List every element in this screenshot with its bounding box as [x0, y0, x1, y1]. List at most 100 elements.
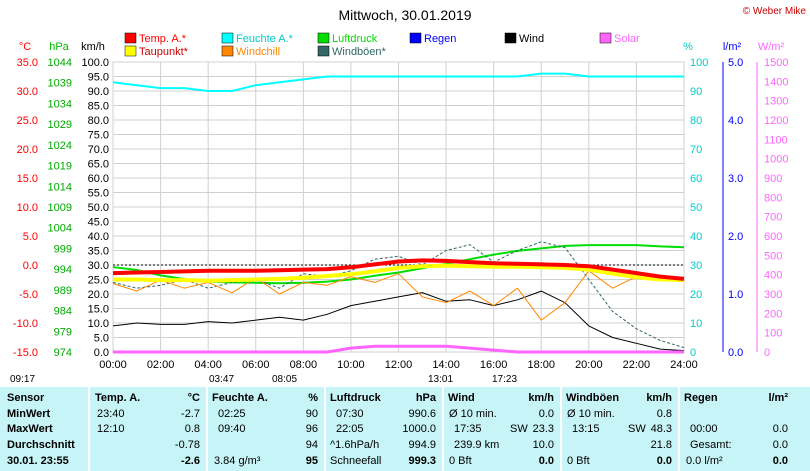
hum-avg: 94 — [305, 439, 318, 451]
unit-press: hPa — [49, 41, 69, 53]
gust-bft: 0 Bft — [567, 455, 590, 467]
tick-solar: 500 — [764, 250, 782, 262]
legend-label: Wind — [519, 33, 544, 45]
tick-solar: 100 — [764, 328, 782, 340]
tick-speed: 15.0 — [88, 304, 109, 316]
legend-swatch — [124, 45, 137, 57]
tick-hum: 100 — [690, 57, 708, 69]
tick-press: 1014 — [48, 181, 72, 193]
press-avg: 994.9 — [408, 439, 436, 451]
tick-solar: 200 — [764, 308, 782, 320]
legend-swatch — [409, 32, 422, 44]
sunset-label: 17:23 — [492, 374, 517, 385]
press-max: 1000.0 — [402, 423, 436, 435]
moonset-label: 13:01 — [428, 374, 453, 385]
wind-max: 23.3 — [532, 423, 554, 435]
tick-speed: 0.0 — [94, 347, 109, 359]
wind-bft: 0 Bft — [449, 455, 472, 467]
tick-temp: 5.0 — [23, 231, 38, 243]
tick-solar: 700 — [764, 212, 782, 224]
rain-total: 0.0 — [772, 439, 788, 451]
legend-swatch — [221, 32, 234, 44]
tick-speed: 20.0 — [88, 289, 109, 301]
tick-hum: 20 — [690, 289, 702, 301]
moonrise-label: 03:47 — [209, 374, 234, 385]
wind-avg: 10.0 — [532, 439, 554, 451]
tick-speed: 30.0 — [88, 260, 109, 272]
rain-current: 0.0 — [772, 455, 788, 467]
tick-x: 14:00 — [432, 359, 460, 371]
tick-speed: 45.0 — [88, 217, 109, 229]
hum-min: 90 — [305, 408, 318, 420]
tick-solar: 1200 — [764, 115, 788, 127]
header-rain-unit: l/m² — [768, 392, 788, 404]
tick-x: 24:00 — [670, 359, 698, 371]
tick-speed: 25.0 — [88, 275, 109, 287]
tick-speed: 50.0 — [88, 202, 109, 214]
tick-hum: 30 — [690, 260, 702, 272]
tick-x: 02:00 — [147, 359, 175, 371]
tick-press: 1024 — [48, 140, 72, 152]
hum-min-time: 02:25 — [218, 408, 246, 420]
wind-distance: 239.9 km — [454, 439, 500, 451]
tick-press: 974 — [54, 347, 72, 359]
gust-avg10-label: Ø 10 min. — [567, 408, 615, 420]
tick-temp: -5.0 — [19, 289, 38, 301]
legend-label: Feuchte A.* — [236, 33, 294, 45]
legend-label: Solar — [614, 33, 640, 45]
temp-avg: -0.78 — [174, 439, 200, 451]
tick-temp: 20.0 — [17, 144, 38, 156]
temp-min: -2.7 — [181, 408, 200, 420]
tick-rain: 1.0 — [728, 289, 743, 301]
wind-max-time: 17:35 — [454, 423, 482, 435]
rain-amount: 0.0 l/m² — [686, 455, 723, 467]
chart-grid — [112, 61, 685, 353]
tick-temp: 15.0 — [17, 173, 38, 185]
temp-current: -2.6 — [181, 455, 200, 467]
header-gust: Windböen — [566, 392, 620, 404]
tick-press: 989 — [54, 285, 72, 297]
tick-x: 04:00 — [194, 359, 222, 371]
tick-press: 1009 — [48, 202, 72, 214]
table-separator — [88, 387, 90, 471]
series-taupunkt — [113, 263, 685, 283]
row-label-max: MaxWert — [7, 423, 53, 435]
tick-solar: 400 — [764, 270, 782, 282]
tick-press: 1034 — [48, 98, 72, 110]
table-separator — [206, 387, 208, 471]
row-label-current: 30.01. 23:55 — [7, 455, 69, 467]
temp-max-time: 12:10 — [97, 423, 125, 435]
gust-avg: 21.8 — [650, 439, 672, 451]
header-hum-unit: % — [308, 392, 318, 404]
press-forecast: Schneefall — [330, 455, 382, 467]
temp-min-time: 23:40 — [97, 408, 125, 420]
tick-x: 12:00 — [385, 359, 413, 371]
header-temp-unit: °C — [187, 392, 200, 404]
rain-time: 00:00 — [690, 423, 718, 435]
tick-rain: 5.0 — [728, 57, 743, 69]
tick-speed: 80.0 — [88, 115, 109, 127]
tick-speed: 5.0 — [94, 333, 109, 345]
series-temp-a — [112, 258, 685, 281]
series-feuchte-a — [112, 72, 684, 92]
hum-max: 96 — [305, 423, 318, 435]
tick-temp: 35.0 — [17, 57, 38, 69]
legend-swatch — [599, 32, 612, 44]
tick-temp: 0.0 — [23, 260, 38, 272]
gust-current: 0.0 — [656, 455, 672, 467]
series-wind — [112, 290, 685, 352]
gust-max: 48.3 — [650, 423, 672, 435]
tick-press: 1044 — [48, 57, 72, 69]
tick-speed: 70.0 — [88, 144, 109, 156]
chart-axes: 35.0 30.0 25.0 20.0 15.0 10.0 5.0 0.0 -5.0 -10.0 -… — [13, 57, 789, 371]
table-separator — [560, 387, 562, 471]
tick-speed: 100.0 — [81, 57, 109, 69]
tick-solar: 900 — [764, 173, 782, 185]
tick-solar: 600 — [764, 231, 782, 243]
tick-x: 16:00 — [480, 359, 508, 371]
tick-solar: 1100 — [764, 134, 788, 146]
row-label-avg: Durchschnitt — [7, 439, 75, 451]
tick-speed: 40.0 — [88, 231, 109, 243]
header-hum: Feuchte A. — [212, 392, 268, 404]
table-separator — [324, 387, 326, 471]
